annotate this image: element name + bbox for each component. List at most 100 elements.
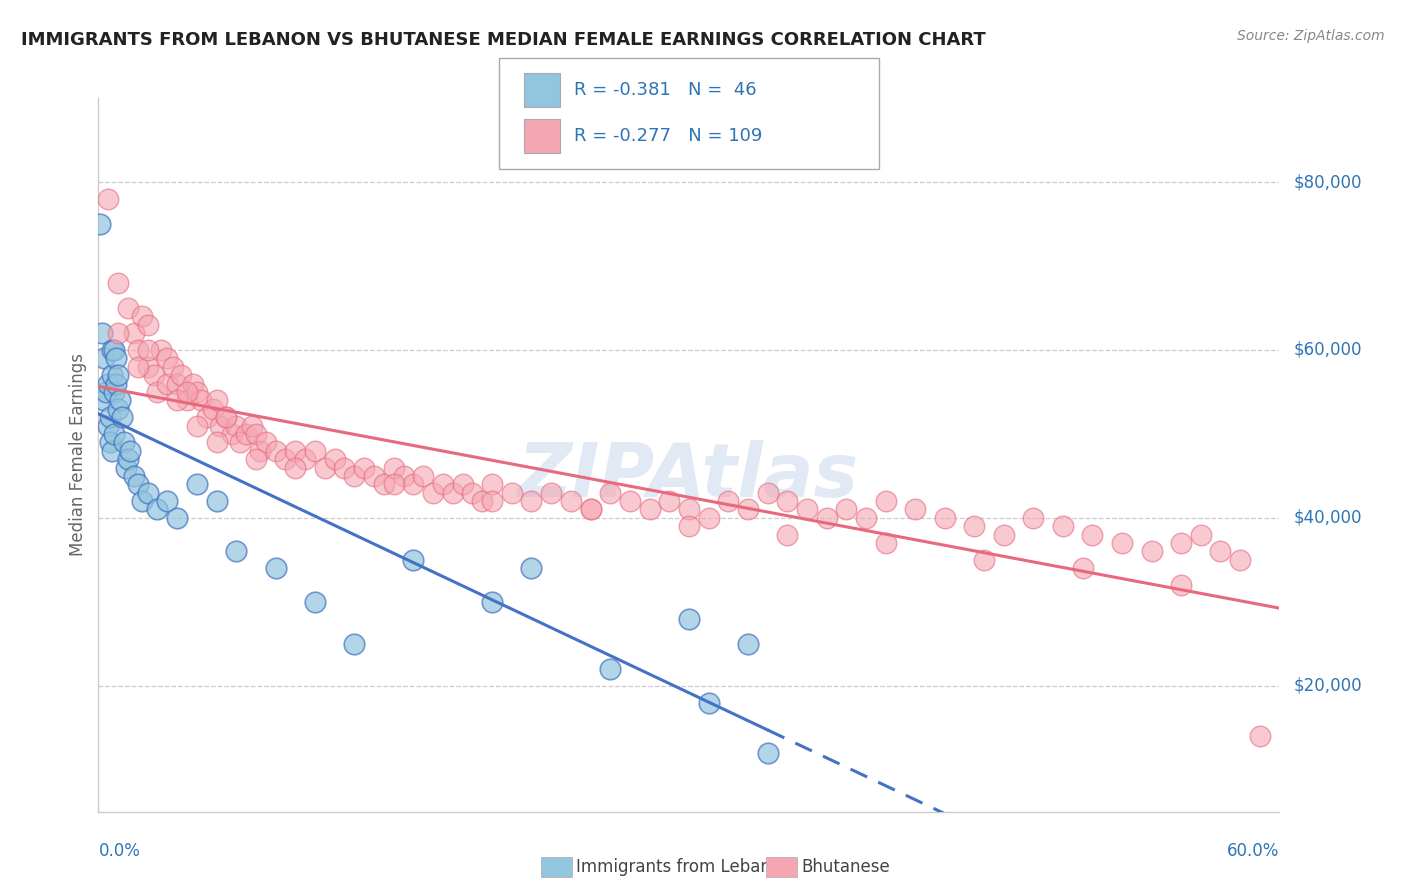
Point <box>520 561 543 575</box>
Point <box>186 477 208 491</box>
Point <box>579 502 602 516</box>
Text: R = -0.277   N = 109: R = -0.277 N = 109 <box>574 127 762 145</box>
Text: $40,000: $40,000 <box>1294 508 1362 527</box>
Point <box>304 443 326 458</box>
Point <box>973 553 995 567</box>
Point <box>776 527 799 541</box>
Point <box>343 469 366 483</box>
Point <box>353 460 375 475</box>
Point <box>264 561 287 575</box>
Point <box>105 351 128 366</box>
Point <box>432 477 454 491</box>
Text: $20,000: $20,000 <box>1294 677 1362 695</box>
Point <box>471 494 494 508</box>
Point <box>235 426 257 441</box>
Point <box>756 485 779 500</box>
Text: $60,000: $60,000 <box>1294 341 1362 359</box>
Point <box>98 410 121 425</box>
Point <box>201 401 224 416</box>
Point <box>170 368 193 383</box>
Point <box>249 443 271 458</box>
Point <box>875 536 897 550</box>
Point <box>127 359 149 374</box>
Point <box>461 485 484 500</box>
Point <box>205 435 228 450</box>
Point <box>284 443 307 458</box>
Point <box>107 326 129 341</box>
Point <box>156 351 179 366</box>
Point <box>240 418 263 433</box>
Point <box>678 612 700 626</box>
Point <box>599 662 621 676</box>
Text: ZIPAtlas: ZIPAtlas <box>519 440 859 513</box>
Point <box>402 553 425 567</box>
Point <box>98 435 121 450</box>
Point <box>579 502 602 516</box>
Point <box>118 443 141 458</box>
Point <box>333 460 356 475</box>
Point <box>122 326 145 341</box>
Point <box>111 410 134 425</box>
Point <box>127 477 149 491</box>
Point <box>274 452 297 467</box>
Point <box>93 393 115 408</box>
Point <box>717 494 740 508</box>
Point <box>1209 544 1232 558</box>
Point <box>737 637 759 651</box>
Point <box>1189 527 1212 541</box>
Point <box>815 511 838 525</box>
Point <box>97 418 120 433</box>
Point <box>142 368 165 383</box>
Point <box>103 384 125 399</box>
Point <box>195 410 218 425</box>
Point <box>176 393 198 408</box>
Point <box>904 502 927 516</box>
Point <box>363 469 385 483</box>
Point <box>392 469 415 483</box>
Point <box>343 637 366 651</box>
Point <box>136 359 159 374</box>
Point <box>131 494 153 508</box>
Point <box>1071 561 1094 575</box>
Point <box>162 359 184 374</box>
Point <box>205 393 228 408</box>
Point <box>835 502 858 516</box>
Point <box>225 418 247 433</box>
Point <box>166 393 188 408</box>
Point <box>117 301 139 315</box>
Point <box>481 494 503 508</box>
Point <box>756 746 779 760</box>
Point <box>1140 544 1163 558</box>
Text: IMMIGRANTS FROM LEBANON VS BHUTANESE MEDIAN FEMALE EARNINGS CORRELATION CHART: IMMIGRANTS FROM LEBANON VS BHUTANESE MED… <box>21 31 986 49</box>
Point <box>678 519 700 533</box>
Point <box>103 426 125 441</box>
Point <box>1229 553 1251 567</box>
Point <box>796 502 818 516</box>
Point <box>115 460 138 475</box>
Point <box>993 527 1015 541</box>
Point <box>373 477 395 491</box>
Point <box>150 343 173 357</box>
Point <box>176 384 198 399</box>
Text: R = -0.381   N =  46: R = -0.381 N = 46 <box>574 80 756 99</box>
Point <box>136 485 159 500</box>
Point <box>314 460 336 475</box>
Point <box>205 494 228 508</box>
Text: 0.0%: 0.0% <box>98 842 141 860</box>
Point <box>136 318 159 332</box>
Point <box>451 477 474 491</box>
Point <box>97 376 120 391</box>
Point <box>284 460 307 475</box>
Point <box>156 494 179 508</box>
Point <box>934 511 956 525</box>
Point <box>107 401 129 416</box>
Point <box>304 595 326 609</box>
Point <box>501 485 523 500</box>
Point <box>254 435 277 450</box>
Text: Immigrants from Lebanon: Immigrants from Lebanon <box>576 858 792 876</box>
Point <box>697 696 720 710</box>
Point <box>107 276 129 290</box>
Point <box>1170 578 1192 592</box>
Point <box>481 477 503 491</box>
Point <box>323 452 346 467</box>
